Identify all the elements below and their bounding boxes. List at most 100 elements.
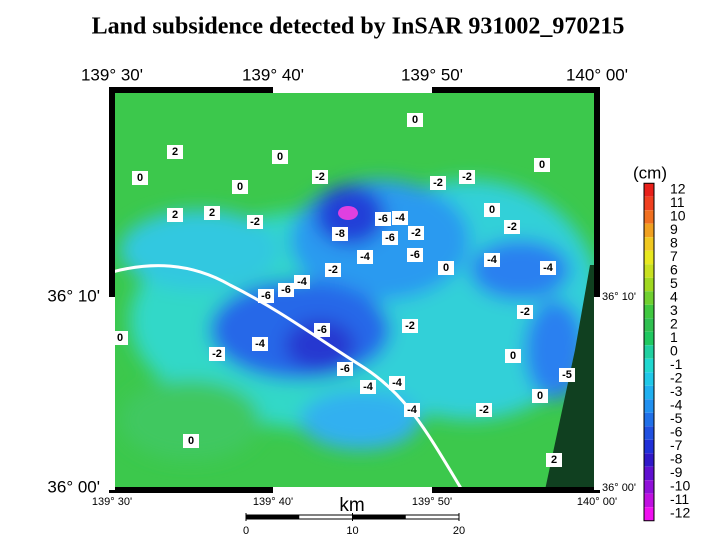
colorbar-swatch	[644, 277, 654, 292]
contour-label-box	[392, 211, 408, 225]
contour-label-box	[534, 158, 550, 172]
colorbar-label: -2	[670, 370, 683, 386]
contour-label: -2	[479, 404, 489, 416]
colorbar-swatch	[644, 318, 654, 332]
top-label: 139° 40'	[242, 65, 304, 84]
contour-label-box	[404, 403, 420, 417]
top-label: 139° 50'	[401, 65, 463, 84]
title: Land subsidence detected by InSAR 931002…	[92, 14, 625, 40]
contour-label: -2	[315, 171, 325, 183]
contour-label: -6	[378, 213, 388, 225]
colorbar-label: 8	[670, 235, 678, 251]
contour-label: -2	[411, 227, 421, 239]
contour-label-box	[484, 203, 500, 217]
colorbar-label: 10	[670, 208, 686, 224]
colorbar-label: -8	[670, 451, 683, 467]
colorbar-swatch	[644, 358, 654, 373]
contour-label-box	[252, 337, 268, 351]
contour-label: 0	[510, 350, 516, 362]
colorbar-swatch	[644, 304, 654, 319]
colorbar-label: 3	[670, 302, 678, 318]
colorbar-swatch	[644, 196, 654, 211]
contour-label: -6	[317, 324, 327, 336]
colorbar-swatch	[644, 453, 654, 467]
contour-label: -2	[507, 221, 517, 233]
colorbar-label: 1	[670, 329, 678, 345]
contour-label: -2	[462, 171, 472, 183]
contour-label-box	[540, 261, 556, 275]
contour-label-box	[532, 389, 548, 403]
colorbar-label: -6	[670, 424, 683, 440]
contour-label-box	[382, 231, 398, 245]
contour-label: -6	[261, 290, 271, 302]
contour-label-box	[408, 226, 424, 240]
colorbar-label: -9	[670, 464, 683, 480]
contour-label-box	[209, 347, 225, 361]
frame-tick	[109, 297, 115, 490]
colorbar-label: 0	[670, 343, 678, 359]
colorbar-swatch	[644, 291, 654, 305]
scale-label: 10	[346, 525, 358, 537]
colorbar-swatch	[644, 385, 654, 400]
contour-label: -2	[433, 177, 443, 189]
colorbar-frame	[643, 182, 655, 522]
contour-label: -4	[360, 251, 371, 263]
contour-label-box	[132, 171, 148, 185]
colorbar-swatch	[644, 439, 654, 454]
colorbar-label: 5	[670, 275, 678, 291]
contour-label: 2	[551, 454, 557, 466]
top-label: 139° 30'	[81, 65, 143, 84]
contour-label-box	[183, 434, 199, 448]
contour-label: -4	[392, 377, 403, 389]
contour-label: -4	[543, 262, 554, 274]
contour-label: -2	[212, 348, 222, 360]
contour-label-box	[314, 323, 330, 337]
contour-label-box	[312, 170, 328, 184]
contour-label-box	[278, 283, 294, 297]
contour-label: -2	[520, 306, 530, 318]
contour-label-box	[167, 208, 183, 222]
contour-label: -8	[335, 228, 345, 240]
contour-label: -2	[405, 320, 415, 332]
contour-label-box	[247, 215, 263, 229]
contour-label: -6	[410, 249, 420, 261]
scale-unit: km	[339, 495, 364, 516]
colorbar-swatch	[644, 345, 654, 359]
colorbar-swatch	[644, 331, 654, 346]
colorbar-swatch	[644, 264, 654, 278]
left-label: 36° 00'	[47, 477, 100, 496]
colorbar-swatch	[644, 210, 654, 224]
colorbar-swatch	[644, 399, 654, 413]
colorbar-swatch	[644, 237, 654, 251]
bottom-label: 140° 00'	[577, 496, 617, 508]
frame-tick	[273, 487, 432, 493]
contour-label: -4	[363, 381, 374, 393]
colorbar-label: -5	[670, 410, 683, 426]
contour-label-box	[332, 227, 348, 241]
contour-label: -5	[562, 369, 572, 381]
colorbar-label: 4	[670, 289, 678, 305]
contour-label: 2	[172, 209, 178, 221]
scale-segment	[246, 515, 300, 519]
bottom-label: 139° 40'	[253, 496, 293, 508]
contour-label-box	[167, 145, 183, 159]
contour-label-box	[559, 368, 575, 382]
contour-label: -6	[281, 284, 291, 296]
colorbar-label: 9	[670, 221, 678, 237]
colorbar-swatch	[644, 223, 654, 238]
contour-label: -6	[340, 363, 350, 375]
colorbar-swatch	[644, 507, 654, 521]
contour-label-box	[407, 113, 423, 127]
contour-label: -4	[395, 212, 406, 224]
contour-label: 0	[537, 390, 543, 402]
contour-label-box	[517, 305, 533, 319]
contour-label: 0	[237, 181, 243, 193]
contour-label-box	[272, 150, 288, 164]
scale-label: 0	[243, 525, 249, 537]
scale-segment	[352, 515, 406, 519]
colorbar-label: 11	[670, 194, 685, 210]
contour-label: -4	[487, 254, 498, 266]
contour-label-box	[294, 275, 310, 289]
contour-label-box	[402, 319, 418, 333]
